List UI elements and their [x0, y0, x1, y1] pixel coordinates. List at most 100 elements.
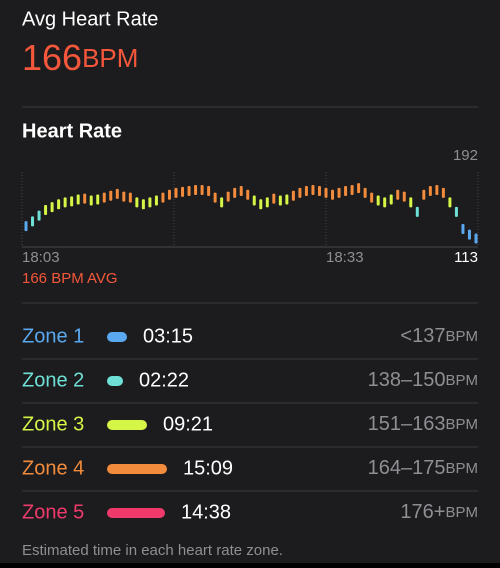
hr-bar: [396, 189, 400, 200]
hr-bar: [454, 206, 458, 217]
zone-time: 15:09: [183, 457, 233, 479]
hr-bar: [344, 185, 348, 196]
hr-bar: [161, 192, 165, 203]
zone-pill: [107, 508, 165, 518]
hr-bar: [200, 185, 204, 196]
hr-bar: [167, 189, 171, 200]
zone-range: 138–150BPM: [368, 369, 478, 391]
zone-name: Zone 2: [22, 369, 84, 391]
hr-bar: [370, 192, 374, 203]
range: 151–163: [368, 413, 446, 435]
hr-bar: [83, 193, 87, 204]
x-label: 18:03: [22, 249, 60, 266]
hr-bar: [331, 189, 335, 200]
hr-bar: [115, 188, 119, 199]
zone-range: <137BPM: [400, 325, 478, 347]
hr-bar: [259, 199, 263, 210]
unit: BPM: [445, 372, 478, 389]
hr-bar: [135, 197, 139, 208]
hr-bar: [109, 190, 113, 201]
hr-bar: [402, 191, 406, 202]
hr-bar: [226, 191, 230, 202]
hr-bar: [96, 194, 100, 205]
zone-name: Zone 3: [22, 413, 84, 435]
hr-bar: [265, 197, 269, 208]
hr-bar: [467, 229, 471, 240]
grid: [21, 172, 479, 247]
hr-bar: [37, 210, 41, 221]
range: <137: [400, 325, 445, 347]
zone-name: Zone 4: [22, 457, 84, 479]
hr-bar: [187, 185, 191, 196]
zone-pill: [107, 420, 147, 430]
unit: BPM: [445, 504, 478, 521]
hr-bar: [278, 195, 282, 206]
zone-range: 164–175BPM: [368, 457, 478, 479]
hr-bar: [181, 186, 185, 197]
footnote: Estimated time in each heart rate zone.: [22, 542, 283, 559]
hr-bar: [57, 199, 61, 210]
zone-time: 02:22: [139, 369, 189, 391]
hr-bar: [194, 185, 198, 196]
hr-bar: [63, 197, 67, 208]
hr-bar: [389, 194, 393, 205]
chart-title: Heart Rate: [22, 120, 122, 142]
hr-bar: [272, 193, 276, 204]
hr-bar: [141, 199, 145, 210]
hr-bar: [233, 187, 237, 198]
zone-pill: [107, 464, 167, 474]
zone-time: 09:21: [163, 413, 213, 435]
hr-bar: [102, 192, 106, 203]
hr-bar: [76, 194, 80, 205]
hr-bar: [357, 183, 361, 194]
hr-bar: [376, 195, 380, 206]
x-label: 18:33: [326, 249, 364, 266]
hr-bar: [474, 233, 478, 244]
hr-bar: [337, 187, 341, 198]
hr-bar: [31, 216, 35, 227]
hr-bar: [291, 190, 295, 201]
hr-bar: [128, 192, 132, 203]
hr-bar: [122, 191, 126, 202]
hr-bar: [383, 197, 387, 208]
hr-bar: [428, 185, 432, 196]
hr-bar: [44, 204, 48, 215]
hr-bar: [304, 185, 308, 196]
hr-bar: [207, 185, 211, 196]
hr-bar: [154, 195, 158, 206]
zone-pill: [107, 332, 127, 342]
value: 166: [22, 37, 82, 78]
hr-bar: [174, 187, 178, 198]
header-value: 166BPM: [22, 37, 138, 78]
hr-bar: [246, 189, 250, 200]
hr-bar: [239, 185, 243, 196]
hr-bar: [363, 187, 367, 198]
hr-bar: [213, 192, 217, 203]
hr-bar: [409, 197, 413, 208]
hr-bar: [148, 197, 152, 208]
zone-name: Zone 5: [22, 501, 84, 523]
zone-pill: [107, 376, 123, 386]
hr-bar: [324, 187, 328, 198]
zone-name: Zone 1: [22, 325, 84, 347]
hr-bar: [89, 195, 93, 206]
hr-bar: [448, 197, 452, 208]
y-tick-label: 192: [453, 147, 478, 164]
hr-bar: [311, 185, 315, 196]
hr-bar: [285, 194, 289, 205]
hr-bar: [252, 195, 256, 206]
y-tick-label: 113: [454, 249, 478, 266]
hr-bar: [298, 187, 302, 198]
hr-bar: [24, 221, 28, 232]
hr-bar: [350, 185, 354, 196]
range: 164–175: [368, 457, 446, 479]
zone-time: 14:38: [181, 501, 231, 523]
unit: BPM: [82, 43, 138, 73]
header-title: Avg Heart Rate: [22, 8, 158, 30]
hr-bar: [50, 202, 54, 213]
unit: BPM: [445, 416, 478, 433]
hr-bar: [435, 185, 439, 196]
